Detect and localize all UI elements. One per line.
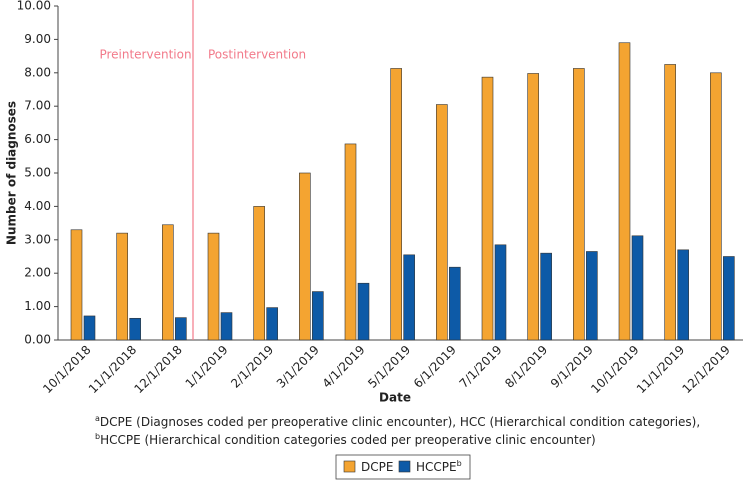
bar <box>436 104 448 341</box>
y-tick-label: 4.00 <box>24 199 51 213</box>
bar <box>83 315 96 341</box>
bar <box>631 235 644 341</box>
bar <box>344 143 357 341</box>
y-tick-label: 3.00 <box>24 232 51 246</box>
x-tick-label: 6/1/2019 <box>411 343 459 391</box>
y-tick-label: 0.00 <box>24 333 51 347</box>
bar <box>299 172 311 341</box>
x-tick-label: 8/1/2019 <box>502 343 550 391</box>
y-tick-label: 1.00 <box>24 299 51 313</box>
legend-swatch <box>398 460 411 473</box>
footnote: aDCPE (Diagnoses coded per preoperative … <box>95 414 700 429</box>
y-tick-label: 2.00 <box>24 266 51 280</box>
x-tick-label: 4/1/2019 <box>320 343 368 391</box>
annotation: Postintervention <box>208 48 306 62</box>
bar <box>129 317 141 341</box>
bar <box>527 73 539 341</box>
bar <box>390 68 402 341</box>
annotation: Preintervention <box>99 48 191 62</box>
bar <box>677 249 689 341</box>
footnote-marker: a <box>95 414 100 423</box>
bar <box>573 68 585 341</box>
bar <box>175 317 187 341</box>
bar <box>312 291 324 341</box>
x-tick-label: 11/1/2019 <box>634 343 687 396</box>
x-tick-label: 10/1/2019 <box>588 343 641 396</box>
y-tick-label: 8.00 <box>24 65 51 79</box>
bar <box>403 254 415 341</box>
footnote-text: HCCPE (Hierarchical condition categories… <box>100 433 596 447</box>
x-tick-label: 10/1/2018 <box>40 343 93 396</box>
bar <box>449 266 461 341</box>
bar <box>481 76 494 341</box>
bar <box>266 307 278 341</box>
legend-label: DCPE <box>361 460 393 474</box>
bar <box>664 64 676 341</box>
legend-swatch <box>343 460 356 473</box>
y-tick-label: 6.00 <box>24 132 51 146</box>
x-tick-label: 12/1/2019 <box>680 343 733 396</box>
x-tick-label: 2/1/2019 <box>228 343 276 391</box>
y-axis-label: Number of diagnoses <box>5 101 19 245</box>
y-tick-label: 10.00 <box>17 0 51 13</box>
bar <box>357 282 370 341</box>
y-tick-label: 5.00 <box>24 166 51 180</box>
x-tick-label: 12/1/2018 <box>132 343 185 396</box>
bar <box>494 244 507 341</box>
bar <box>162 224 174 341</box>
x-axis-label: Date <box>379 391 411 405</box>
legend-text: DCPE <box>361 460 393 474</box>
bar <box>540 252 552 341</box>
x-tick-label: 1/1/2019 <box>183 343 231 391</box>
footnote-text: DCPE (Diagnoses coded per preoperative c… <box>100 415 700 429</box>
legend-label: HCCPEb <box>416 459 462 474</box>
x-tick-label: 5/1/2019 <box>365 343 413 391</box>
y-tick-label: 9.00 <box>24 32 51 46</box>
x-tick-label: 3/1/2019 <box>274 343 322 391</box>
bar <box>710 72 722 341</box>
legend-text: HCCPE <box>416 460 457 474</box>
legend-superscript: b <box>457 459 462 468</box>
x-tick-label: 7/1/2019 <box>457 343 505 391</box>
bar <box>70 229 83 341</box>
bar <box>586 251 598 341</box>
footnote-marker: b <box>95 432 100 441</box>
footnote: bHCCPE (Hierarchical condition categorie… <box>95 432 596 447</box>
legend-box <box>335 454 471 480</box>
bar <box>723 256 735 341</box>
bar <box>207 232 220 341</box>
x-tick-label: 9/1/2019 <box>548 343 596 391</box>
y-tick-label: 7.00 <box>24 99 51 113</box>
bar <box>618 42 631 341</box>
bar <box>220 312 233 341</box>
x-tick-label: 11/1/2018 <box>86 343 139 396</box>
bar <box>253 206 265 341</box>
bar <box>116 232 128 341</box>
